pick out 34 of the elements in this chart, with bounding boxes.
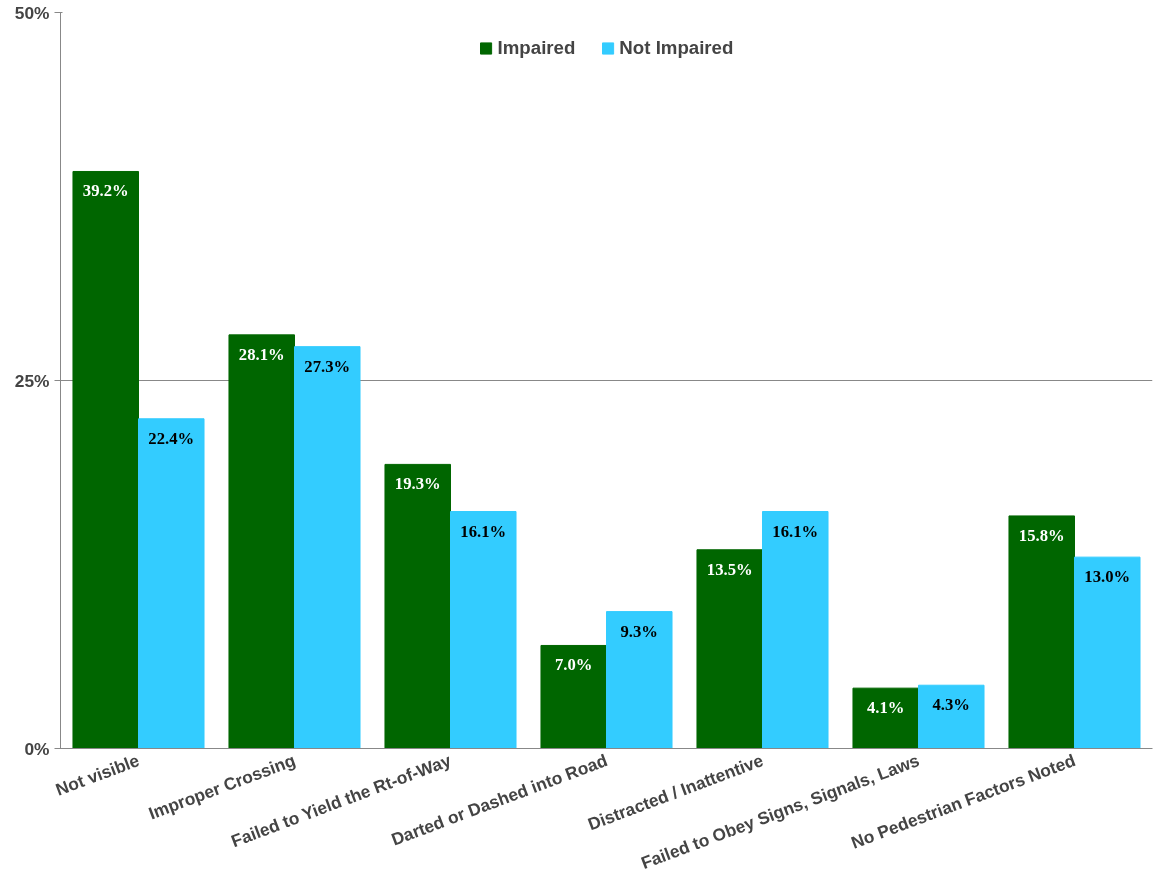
legend-label: Not Impaired xyxy=(619,37,734,59)
bar xyxy=(606,611,673,749)
legend-label: Impaired xyxy=(497,37,576,59)
bar xyxy=(918,684,985,749)
data-label: 13.0% xyxy=(1084,567,1131,587)
y-tick-label: 50% xyxy=(14,2,50,23)
bar xyxy=(540,644,607,749)
data-label: 4.1% xyxy=(867,698,905,718)
data-label: 4.3% xyxy=(932,695,971,715)
y-tick-label: 0% xyxy=(24,738,50,759)
bar xyxy=(696,549,763,749)
data-label: 13.5% xyxy=(706,559,753,579)
bar xyxy=(138,418,205,749)
bar xyxy=(762,511,829,749)
bar xyxy=(450,511,517,749)
bar xyxy=(384,463,451,749)
data-label: 7.0% xyxy=(555,655,593,675)
data-label: 16.1% xyxy=(772,521,819,541)
data-label: 28.1% xyxy=(238,344,285,364)
x-tick-label: Not visible xyxy=(52,750,143,800)
data-label: 15.8% xyxy=(1018,525,1065,545)
data-label: 19.3% xyxy=(394,474,441,494)
data-label: 9.3% xyxy=(620,621,659,641)
bar xyxy=(72,170,139,749)
y-tick-label: 25% xyxy=(14,370,50,391)
bar xyxy=(1074,556,1141,749)
data-label: 16.1% xyxy=(460,521,507,541)
bar xyxy=(294,346,361,749)
data-label: 22.4% xyxy=(148,428,195,448)
data-label: 27.3% xyxy=(304,356,351,376)
data-label: 39.2% xyxy=(82,181,129,201)
bar xyxy=(852,687,919,749)
bar xyxy=(1008,515,1075,749)
bar xyxy=(228,334,295,749)
